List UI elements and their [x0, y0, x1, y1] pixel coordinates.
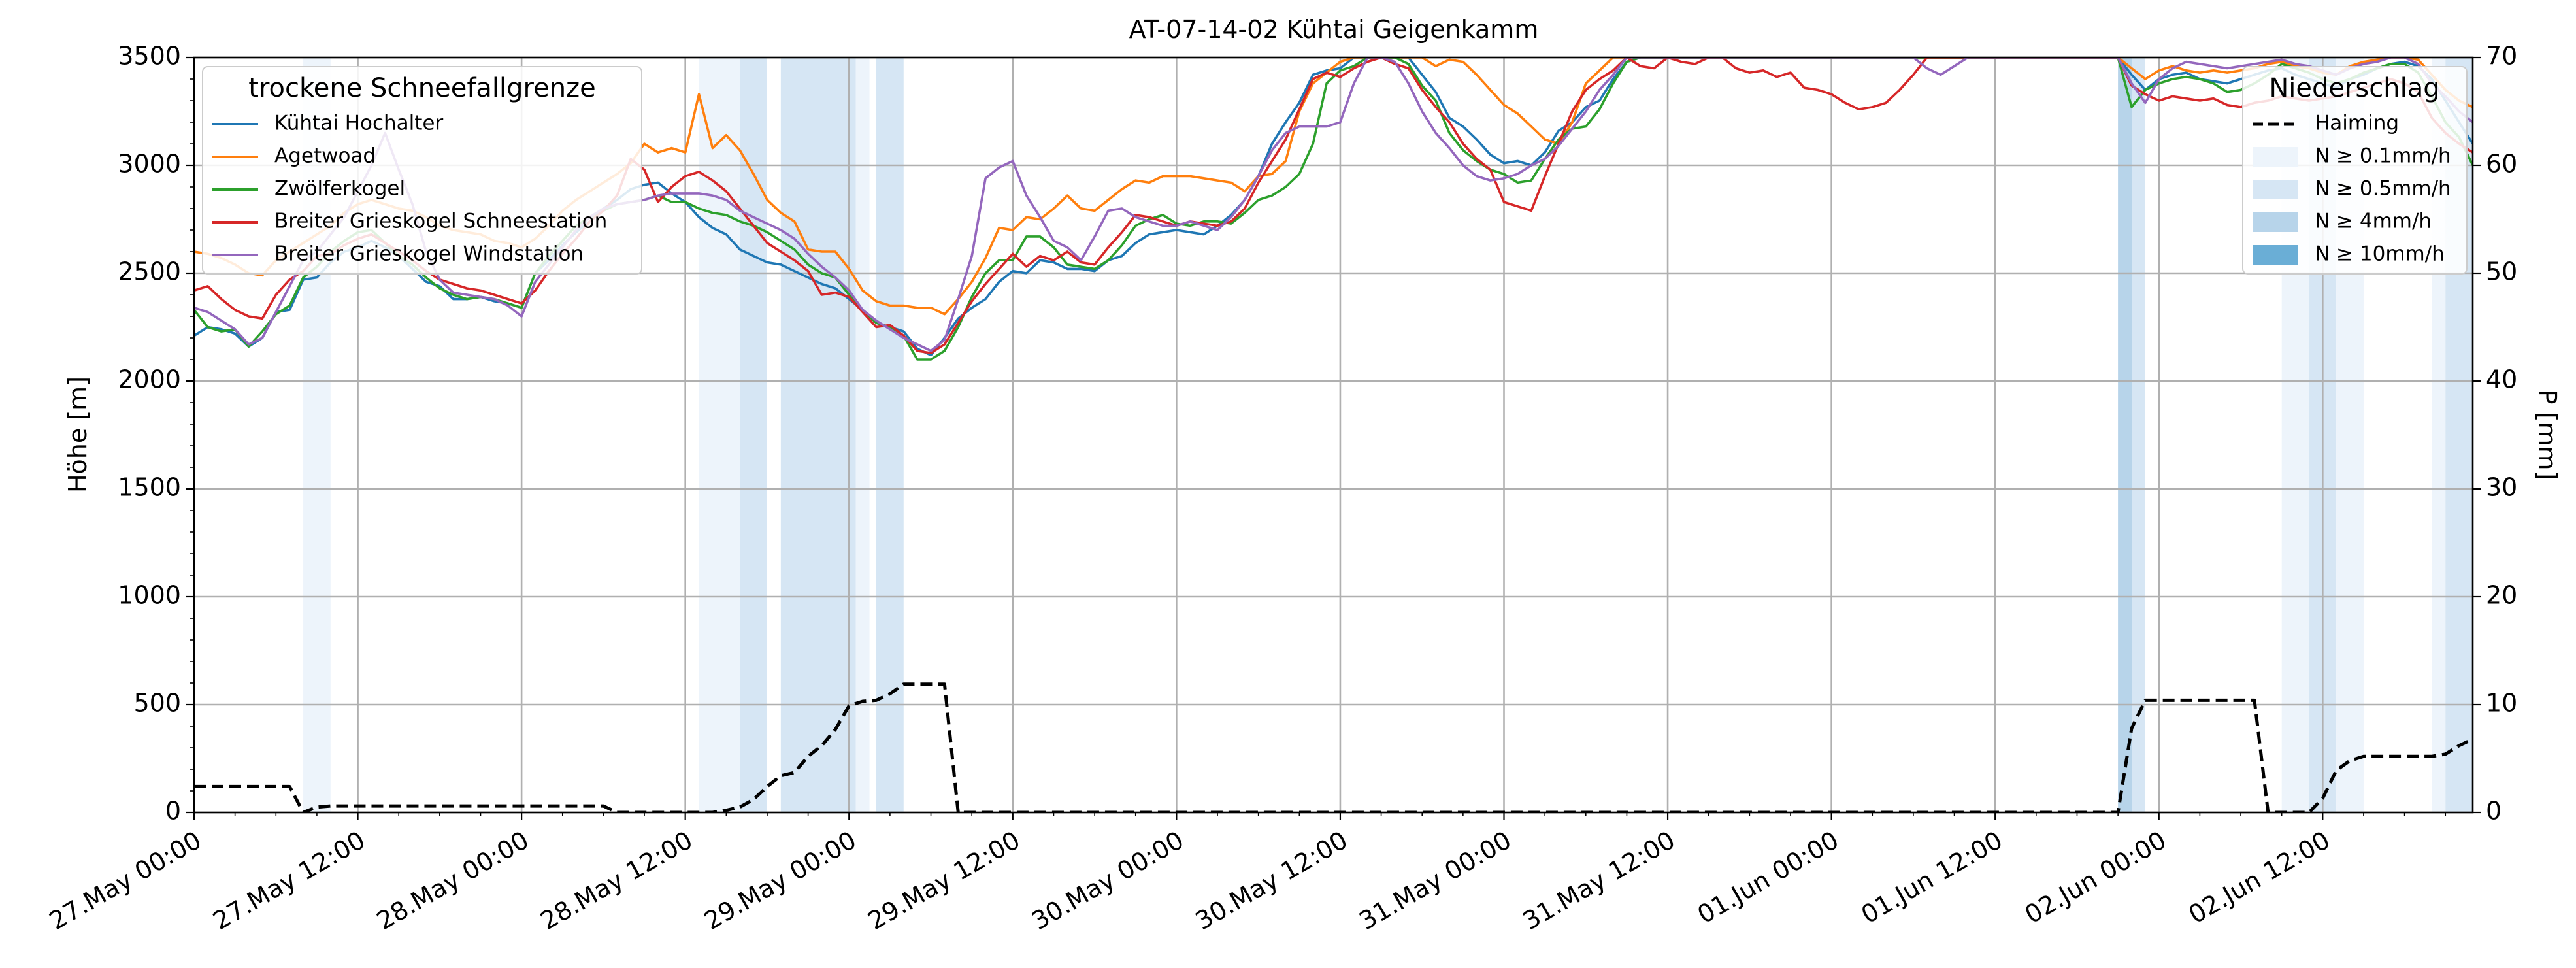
y2-axis-label: P [mm] [2533, 390, 2562, 480]
y-tick-label: 500 [133, 689, 181, 718]
y2-tick-label: 40 [2486, 365, 2517, 394]
precip-band [740, 58, 767, 812]
y-tick-label: 0 [165, 797, 181, 826]
y2-tick-label: 60 [2486, 150, 2517, 178]
x-tick-label: 29.May 00:00 [699, 826, 861, 935]
legend-title: Niederschlag [2269, 73, 2439, 103]
legend-frame [202, 66, 642, 275]
precip-band [2118, 58, 2132, 812]
y-tick-label: 3000 [118, 150, 181, 178]
x-tick-label: 31.May 12:00 [1518, 826, 1680, 935]
legend-frame [2242, 66, 2468, 275]
x-tick-label: 30.May 12:00 [1191, 826, 1353, 935]
series-line-haiming [194, 682, 2473, 813]
legend-entry: N ≥ 4mm/h [2315, 210, 2432, 233]
y2-tick-label: 20 [2486, 581, 2517, 610]
legend-entry: N ≥ 0.1mm/h [2315, 144, 2451, 168]
y2-tick-label: 0 [2486, 797, 2502, 826]
legend-title: trockene Schneefallgrenze [248, 73, 595, 103]
precip-band [876, 58, 904, 812]
x-tick-label: 29.May 12:00 [863, 826, 1025, 935]
precip-band [855, 58, 870, 812]
y-tick-label: 2500 [118, 258, 181, 286]
legend-entry: Kühtai Hochalter [274, 112, 444, 135]
precip-band [780, 58, 856, 812]
legend-entry: Breiter Grieskogel Windstation [274, 242, 584, 266]
y2-tick-label: 10 [2486, 689, 2517, 718]
x-tick-label: 30.May 00:00 [1027, 826, 1189, 935]
y2-tick-label: 50 [2486, 258, 2517, 286]
x-tick-label: 31.May 00:00 [1354, 826, 1516, 935]
legend-swatch [2253, 245, 2298, 265]
y-tick-label: 1500 [118, 473, 181, 502]
legend-entry: Zwölferkogel [274, 177, 405, 201]
x-tick-label: 28.May 12:00 [536, 826, 698, 935]
legend-entry: N ≥ 0.5mm/h [2315, 177, 2451, 201]
legend-entry: Breiter Grieskogel Schneestation [274, 210, 607, 233]
x-tick-label: 01.Jun 00:00 [1693, 826, 1843, 929]
legend-precipitation: Niederschlag Haiming N ≥ 0.1mm/h N ≥ 0.5mm/… [2242, 66, 2468, 275]
precip-band [2131, 58, 2145, 812]
x-tick-label: 27.May 12:00 [208, 826, 370, 935]
y-tick-label: 1000 [118, 581, 181, 610]
plot-frame [193, 56, 2474, 814]
precip-band [699, 58, 740, 812]
x-tick-label: 28.May 00:00 [372, 826, 534, 935]
legend-swatch [2253, 147, 2298, 167]
x-tick-label: 02.Jun 00:00 [2020, 826, 2171, 929]
legend-entry: Agetwoad [274, 144, 376, 168]
legend-entry: Haiming [2315, 112, 2399, 135]
legend-entry: N ≥ 10mm/h [2315, 242, 2445, 266]
y-tick-label: 2000 [118, 365, 181, 394]
series-line-breiter-grieskogel-windstation [194, 57, 2473, 352]
y-axis-label: Höhe [m] [63, 376, 92, 493]
x-tick-label: 02.Jun 12:00 [2184, 826, 2335, 929]
legend-swatch [2253, 180, 2298, 199]
x-tick-label: 27.May 00:00 [44, 826, 206, 935]
legend-snowfall-limit: trockene Schneefallgrenze Kühtai Hochalte… [202, 66, 642, 275]
y2-tick-label: 70 [2486, 42, 2517, 71]
y2-tick-label: 30 [2486, 473, 2517, 502]
chart-title: AT-07-14-02 Kühtai Geigenkamm [1129, 15, 1539, 44]
y-tick-label: 3500 [118, 42, 181, 71]
legend-swatch [2253, 212, 2298, 232]
x-tick-label: 01.Jun 12:00 [1857, 826, 2007, 929]
